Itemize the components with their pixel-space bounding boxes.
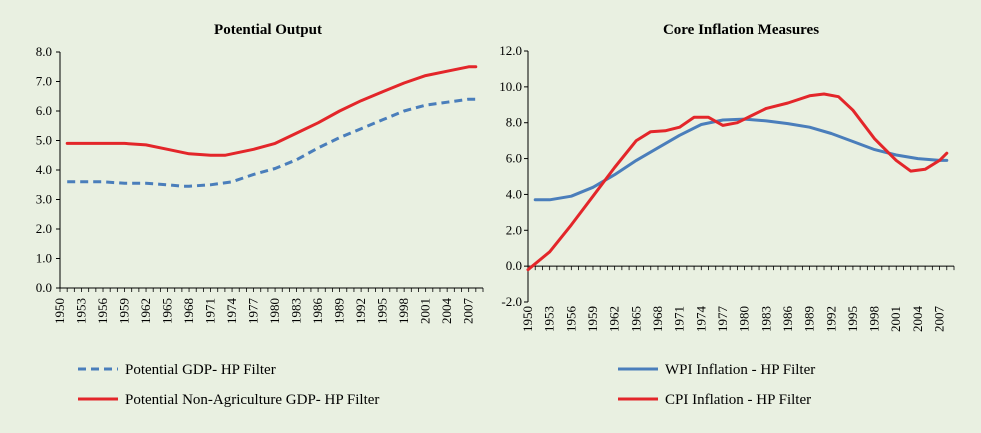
x-tick-label: 1956: [563, 306, 578, 333]
y-tick-label: 7.0: [36, 74, 52, 89]
y-tick-label: 2.0: [506, 222, 522, 237]
x-tick-label: 1992: [823, 306, 838, 332]
x-tick-label: 1950: [520, 306, 535, 332]
y-tick-label: 0.0: [506, 258, 522, 273]
x-tick-label: 1974: [224, 298, 239, 325]
y-tick-label: 12.0: [499, 43, 522, 58]
y-tick-label: 1.0: [36, 251, 52, 266]
series-line-1: [67, 97, 476, 188]
x-tick-label: 2007: [932, 306, 947, 333]
legend-label: Potential Non-Agriculture GDP- HP Filter: [125, 392, 379, 408]
series-line-2: [526, 92, 949, 272]
x-tick-label: 2001: [888, 306, 903, 332]
legend-label: Potential GDP- HP Filter: [125, 362, 276, 378]
x-tick-label: 1998: [867, 306, 882, 332]
x-tick-label: 1971: [203, 298, 218, 324]
x-tick-label: 1998: [396, 298, 411, 324]
x-tick-label: 1980: [267, 298, 282, 324]
x-tick-label: 2004: [910, 306, 925, 333]
x-tick-label: 1977: [246, 298, 261, 325]
y-tick-label: 2.0: [36, 221, 52, 236]
legend-label: CPI Inflation - HP Filter: [665, 392, 811, 408]
y-tick-label: 8.0: [36, 44, 52, 59]
x-tick-label: 1986: [780, 306, 795, 333]
x-tick-label: 1992: [353, 298, 368, 324]
y-tick-label: 3.0: [36, 192, 52, 207]
x-tick-label: 1962: [607, 306, 622, 332]
x-tick-label: 2001: [418, 298, 433, 324]
x-tick-label: 1965: [628, 306, 643, 332]
x-tick-label: 1965: [160, 298, 175, 324]
x-tick-label: 1980: [737, 306, 752, 332]
x-tick-label: 1974: [693, 306, 708, 333]
y-tick-label: 0.0: [36, 280, 52, 295]
x-tick-label: 1995: [375, 298, 390, 324]
x-tick-label: 2004: [439, 298, 454, 325]
x-tick-label: 1986: [310, 298, 325, 325]
chart-2: Core Inflation Measures -2.0 0.0 2.0 4.0 6.0 8…: [499, 22, 955, 408]
y-tick-label: 4.0: [36, 162, 52, 177]
x-tick-label: 1956: [95, 298, 110, 325]
y-tick-label: 10.0: [499, 79, 522, 94]
x-tick-label: 1989: [802, 306, 817, 332]
x-tick-label: 1968: [181, 298, 196, 324]
x-tick-label: 1959: [117, 298, 132, 324]
y-tick-label: 6.0: [36, 103, 52, 118]
y-tick-label: 8.0: [506, 115, 522, 130]
x-tick-label: 1977: [715, 306, 730, 333]
series-line-2: [65, 65, 478, 157]
x-tick-label: 1971: [672, 306, 687, 332]
x-tick-label: 2007: [461, 298, 476, 325]
x-tick-label: 1989: [332, 298, 347, 324]
chart-title: Potential Output: [214, 22, 322, 38]
y-tick-label: 6.0: [506, 151, 522, 166]
legend-label: WPI Inflation - HP Filter: [665, 362, 815, 378]
x-tick-label: 1959: [585, 306, 600, 332]
x-tick-label: 1953: [74, 298, 89, 324]
y-tick-label: 4.0: [506, 186, 522, 201]
x-tick-label: 1962: [138, 298, 153, 324]
x-tick-label: 1995: [845, 306, 860, 332]
x-tick-label: 1983: [289, 298, 304, 324]
series-line-1: [533, 117, 949, 202]
x-tick-label: 1983: [758, 306, 773, 332]
y-tick-label: -2.0: [501, 294, 522, 309]
x-tick-label: 1953: [542, 306, 557, 332]
x-tick-label: 1968: [650, 306, 665, 332]
chart-1: Potential Output 0.0 1.0 2.0 3.0 4.0 5.0 6.0 7.0…: [36, 22, 484, 408]
x-tick-label: 1950: [52, 298, 67, 324]
chart-title: Core Inflation Measures: [663, 22, 819, 38]
y-tick-label: 5.0: [36, 133, 52, 148]
